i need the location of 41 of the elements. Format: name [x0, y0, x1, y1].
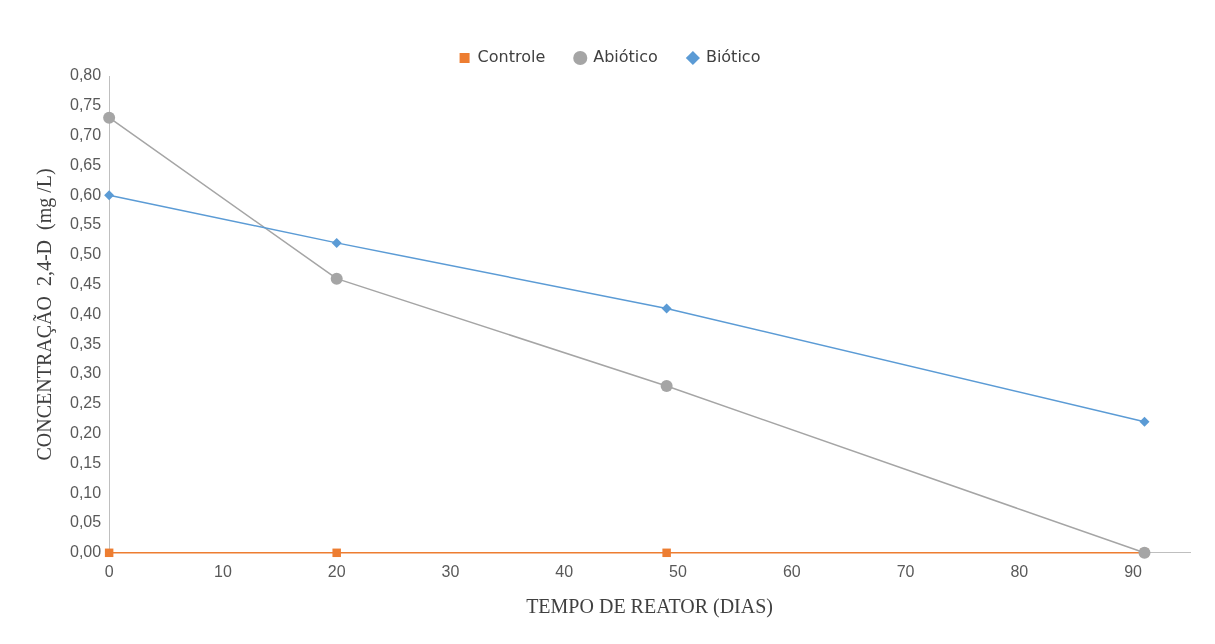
y-tick-label: 0,15 [70, 453, 102, 471]
y-tick-label: 0,00 [70, 543, 102, 561]
y-tick-label: 0,20 [70, 424, 102, 442]
legend-label: Abiótico [593, 47, 658, 67]
x-tick-label: 10 [214, 562, 232, 580]
point [103, 111, 116, 124]
y-tick-label: 0,30 [70, 364, 102, 382]
y-tick-label: 0,55 [70, 215, 102, 233]
y-tick-label: 0,10 [70, 483, 102, 501]
y-tick-label: 0,50 [70, 245, 102, 263]
x-tick-label: 0 [104, 562, 114, 580]
x-tick-label: 50 [669, 562, 688, 580]
point [660, 379, 673, 392]
point [662, 548, 671, 558]
x-tick-label: 70 [896, 562, 915, 580]
x-tick-label: 40 [555, 562, 574, 580]
legend-label: Controle [477, 47, 546, 67]
y-axis-title: CONCENTRAÇÃO 2,4-D (mg /L) [32, 168, 57, 461]
point [104, 190, 115, 201]
y-tick-label: 0,45 [70, 275, 102, 293]
y-tick-label: 0,80 [70, 66, 102, 84]
x-tick-label: 60 [782, 562, 801, 580]
point [332, 548, 341, 558]
y-tick-label: 0,65 [70, 155, 102, 173]
x-axis-title: TEMPO DE REATOR (DIAS) [526, 595, 773, 619]
x-tick-label: 80 [1010, 562, 1029, 580]
y-tick-label: 0,35 [70, 334, 102, 352]
legend-label: Biótico [705, 47, 761, 67]
point [661, 303, 672, 314]
y-tick-label: 0,05 [70, 513, 102, 531]
y-tick-label: 0,25 [70, 394, 102, 412]
y-tick-label: 0,75 [70, 96, 102, 114]
x-tick-label: 90 [1124, 562, 1143, 580]
y-tick-label: 0,40 [70, 304, 102, 322]
point [1139, 416, 1150, 427]
point [330, 272, 343, 285]
x-tick-label: 20 [327, 562, 346, 580]
x-tick-label: 30 [441, 562, 460, 580]
point [331, 237, 342, 248]
y-tick-label: 0,70 [70, 126, 102, 144]
y-tick-label: 0,60 [70, 185, 102, 203]
